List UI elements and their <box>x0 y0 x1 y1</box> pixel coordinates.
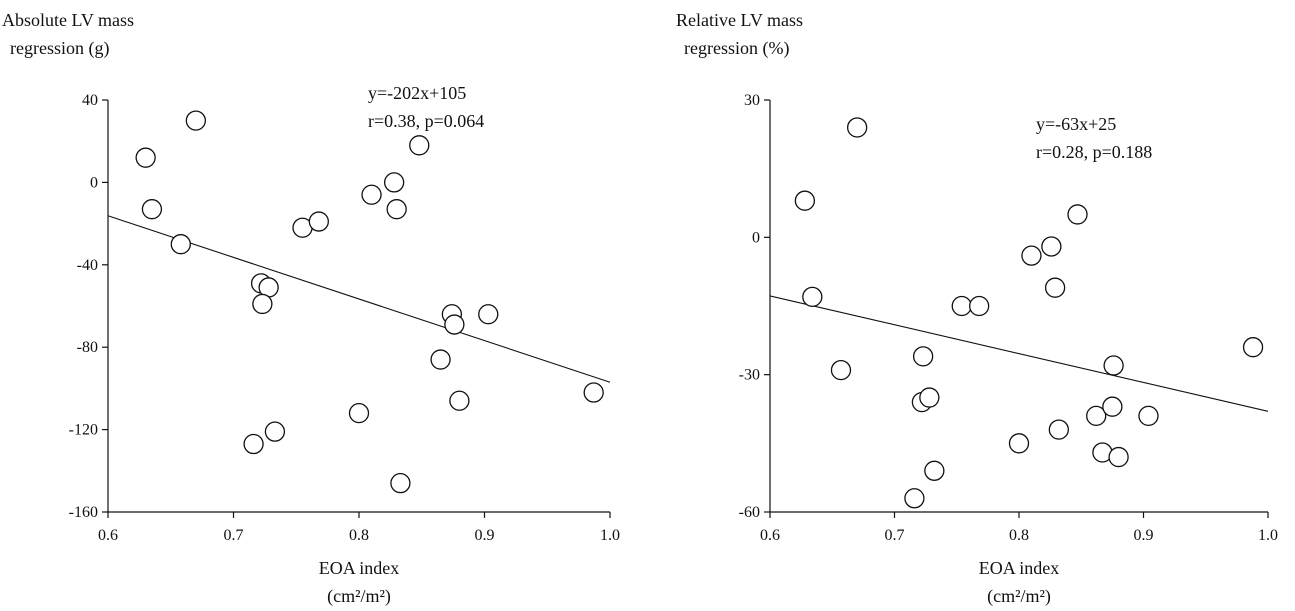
chart-1: -160 -120 -80 -40 0 40 0.6 0.7 0.8 0.9 1.0 Absolute… <box>2 10 620 607</box>
data-point <box>430 349 451 370</box>
data-point <box>1048 419 1069 440</box>
y-axis-label: regression (%) <box>684 38 789 59</box>
data-point <box>924 460 945 481</box>
data-point <box>1041 236 1062 257</box>
x-tick-label: 1.0 <box>600 527 620 544</box>
regression-line <box>769 295 1269 412</box>
y-tick-label: 0 <box>90 174 98 191</box>
data-point <box>1044 277 1066 298</box>
x-tick-label: 0.8 <box>349 527 369 544</box>
data-point <box>449 390 470 411</box>
data-point <box>830 359 852 381</box>
y-tick-label: 30 <box>744 92 760 109</box>
x-tick-label: 0.7 <box>224 527 244 544</box>
data-point <box>386 199 407 220</box>
chart-2: -60 -30 0 30 0.6 0.7 0.8 0.9 1.0 Relative LV mass… <box>676 10 1278 607</box>
data-point <box>1108 446 1129 468</box>
data-point <box>583 382 604 403</box>
data-point <box>1008 433 1030 454</box>
y-tick-label: -30 <box>739 367 760 384</box>
data-point <box>141 199 163 220</box>
y-tick-label: 0 <box>752 229 760 246</box>
data-point <box>252 293 273 315</box>
x-axis-label: EOA index <box>319 558 400 578</box>
data-point <box>1138 405 1159 427</box>
data-point <box>383 172 405 193</box>
x-tick-label: 0.9 <box>475 527 495 544</box>
x-axis-label: (cm²/m²) <box>987 586 1051 607</box>
regression-annotation: y=-202x+105 <box>368 83 466 103</box>
regression-annotation: y=-63x+25 <box>1036 114 1116 134</box>
y-tick-label: -60 <box>739 504 760 521</box>
data-point <box>1102 396 1123 417</box>
data-point <box>912 346 934 367</box>
data-point <box>802 286 823 307</box>
regression-annotation: r=0.38, p=0.064 <box>368 111 484 131</box>
y-tick-label: -80 <box>77 339 98 356</box>
data-point <box>243 433 264 455</box>
data-point <box>478 304 499 325</box>
x-tick-label: 0.6 <box>760 527 780 544</box>
regression-annotation: r=0.28, p=0.188 <box>1036 142 1152 162</box>
y-axis-label: regression (g) <box>10 38 109 59</box>
regression-line <box>107 215 611 383</box>
y-axis-label: Relative LV mass <box>676 10 803 30</box>
data-point <box>794 190 816 211</box>
data-point <box>904 488 925 509</box>
data-point <box>919 387 940 408</box>
data-point <box>1021 245 1042 266</box>
y-tick-label: -40 <box>77 257 98 274</box>
y-tick-label: 40 <box>82 92 98 109</box>
data-point <box>1086 405 1107 427</box>
data-point <box>847 117 868 138</box>
data-point <box>409 135 430 156</box>
data-point <box>444 314 465 335</box>
y-tick-label: -120 <box>69 422 98 439</box>
data-point <box>264 421 286 442</box>
data-point <box>390 473 411 494</box>
data-point <box>348 402 370 424</box>
data-point <box>1242 337 1264 358</box>
data-point <box>135 147 156 168</box>
data-point <box>308 211 329 232</box>
y-tick-label: -160 <box>69 504 98 521</box>
x-tick-label: 0.7 <box>885 527 905 544</box>
x-tick-label: 1.0 <box>1258 527 1278 544</box>
data-point <box>185 110 207 131</box>
y-axis-label: Absolute LV mass <box>2 10 134 30</box>
data-point <box>1103 355 1124 376</box>
x-tick-label: 0.6 <box>98 527 118 544</box>
data-point <box>361 184 382 205</box>
data-point <box>1067 204 1088 225</box>
x-tick-label: 0.9 <box>1134 527 1154 544</box>
data-point <box>951 295 972 317</box>
data-point <box>969 295 990 317</box>
x-axis-label: (cm²/m²) <box>327 586 391 607</box>
x-axis-label: EOA index <box>979 558 1060 578</box>
data-point <box>170 234 191 255</box>
x-tick-label: 0.8 <box>1009 527 1029 544</box>
